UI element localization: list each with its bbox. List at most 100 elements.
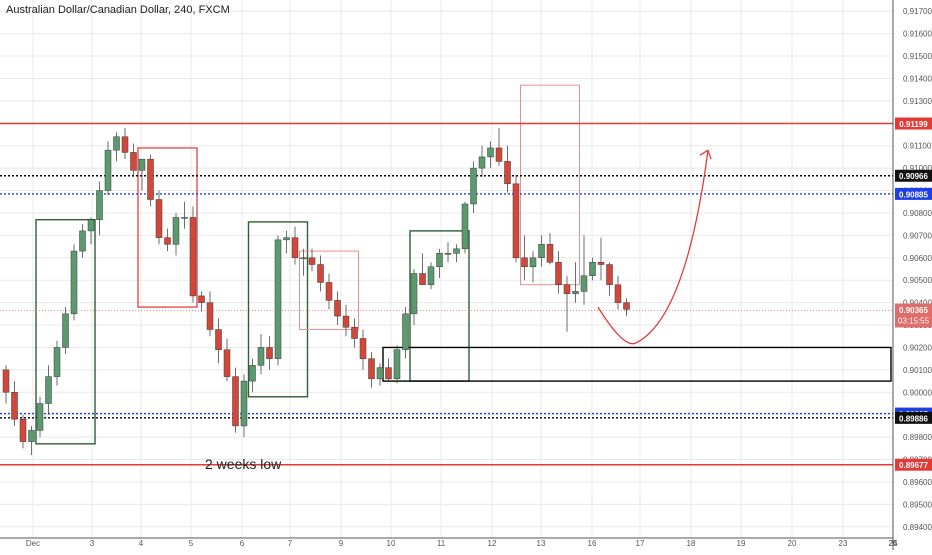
candle [79,224,86,258]
candle-body [555,262,562,285]
price-label-text: 0.89677 [899,461,928,470]
projection-arrow-layer: 2 weeks low [205,149,712,472]
y-tick-label: 0.89400 [903,523,932,532]
candle [87,217,95,245]
y-tick-label: 0.89500 [903,500,932,509]
candle [376,363,384,386]
candle [206,291,214,337]
current-price-text: 0.90365 [899,306,928,315]
x-tick-label: 20 [788,539,797,548]
candle-body [453,248,460,254]
x-tick-label: 17 [636,539,645,548]
candle-body [580,275,588,292]
candle [606,262,613,296]
x-tick-label: 18 [687,539,696,548]
candle-body [376,367,384,380]
candle-body [410,273,418,315]
green-zone-box [247,221,309,398]
candle [597,237,605,281]
candle [385,358,392,382]
candle-body [45,376,52,404]
y-tick-label: 0.91400 [903,74,932,83]
candle-body [155,199,163,238]
price-label-text: 0.90885 [899,190,928,199]
price-label-box [895,187,932,200]
candle-body [623,302,630,310]
candle [317,255,324,292]
candle [45,365,52,415]
candle-body [427,266,435,285]
candle-body [232,376,239,427]
candle-body [478,156,486,169]
candle-body [28,430,35,442]
candles-layer [2,127,630,456]
y-tick-label: 0.91300 [903,97,932,106]
candle-body [512,183,520,259]
candle [453,244,460,263]
candle-body [606,264,613,285]
candle-body [215,329,222,350]
candle-body [198,295,205,303]
candle [334,291,341,326]
arrow-head-icon [699,149,712,160]
candle [487,141,494,169]
x-tick-label: 5 [189,539,194,548]
candle [28,425,35,456]
candle-body [70,250,78,315]
current-price-label [895,303,932,328]
projection-arrow [597,150,709,345]
green-zone-box [35,218,96,445]
candle-body [257,347,265,366]
candle-body [385,367,392,380]
candle [181,201,188,229]
x-tick-label: 11 [437,539,446,548]
pink-zone-box [520,84,580,286]
candle-body [563,284,571,294]
candle-body [274,239,282,359]
price-label-box [895,458,932,471]
candle [495,127,503,166]
candle [257,334,265,375]
candle-body [266,347,273,359]
candle-body [249,365,256,382]
black-zone-box [382,346,892,382]
candle-body [597,262,605,265]
candle-body [402,313,409,350]
candle [521,235,528,281]
y-tick-label: 0.90800 [903,209,932,218]
candle-body [351,327,358,339]
candle-body [172,217,180,245]
candle-body [308,257,316,265]
candle-body [334,300,341,317]
candle [436,248,443,278]
price-label-box [895,411,932,424]
candle [410,269,418,326]
candle [538,235,545,267]
x-tick-label: 7 [288,539,293,548]
candle-body [121,136,129,153]
y-tick-label: 0.90200 [903,343,932,352]
candle-body [495,147,503,162]
candle [368,351,375,388]
candle-body [291,237,299,259]
candle-body [130,152,137,171]
candle-body [19,418,27,442]
chart-title: Australian Dollar/Canadian Dollar, 240, … [6,4,230,16]
candle [529,251,537,283]
pink-zone-box [299,250,359,331]
y-tick-label: 0.90000 [903,388,932,397]
y-tick-label: 0.91500 [903,52,932,61]
x-tick-label: 23 [839,539,848,548]
candle-body [521,257,528,268]
candle [36,396,44,438]
candle [70,244,78,321]
candle-body [79,230,86,252]
candle [11,381,18,426]
candle [572,262,579,303]
candle-body [189,217,197,297]
candle [274,235,282,366]
candle-body [436,253,443,268]
candle-body [359,338,367,359]
candle-body [572,291,579,294]
